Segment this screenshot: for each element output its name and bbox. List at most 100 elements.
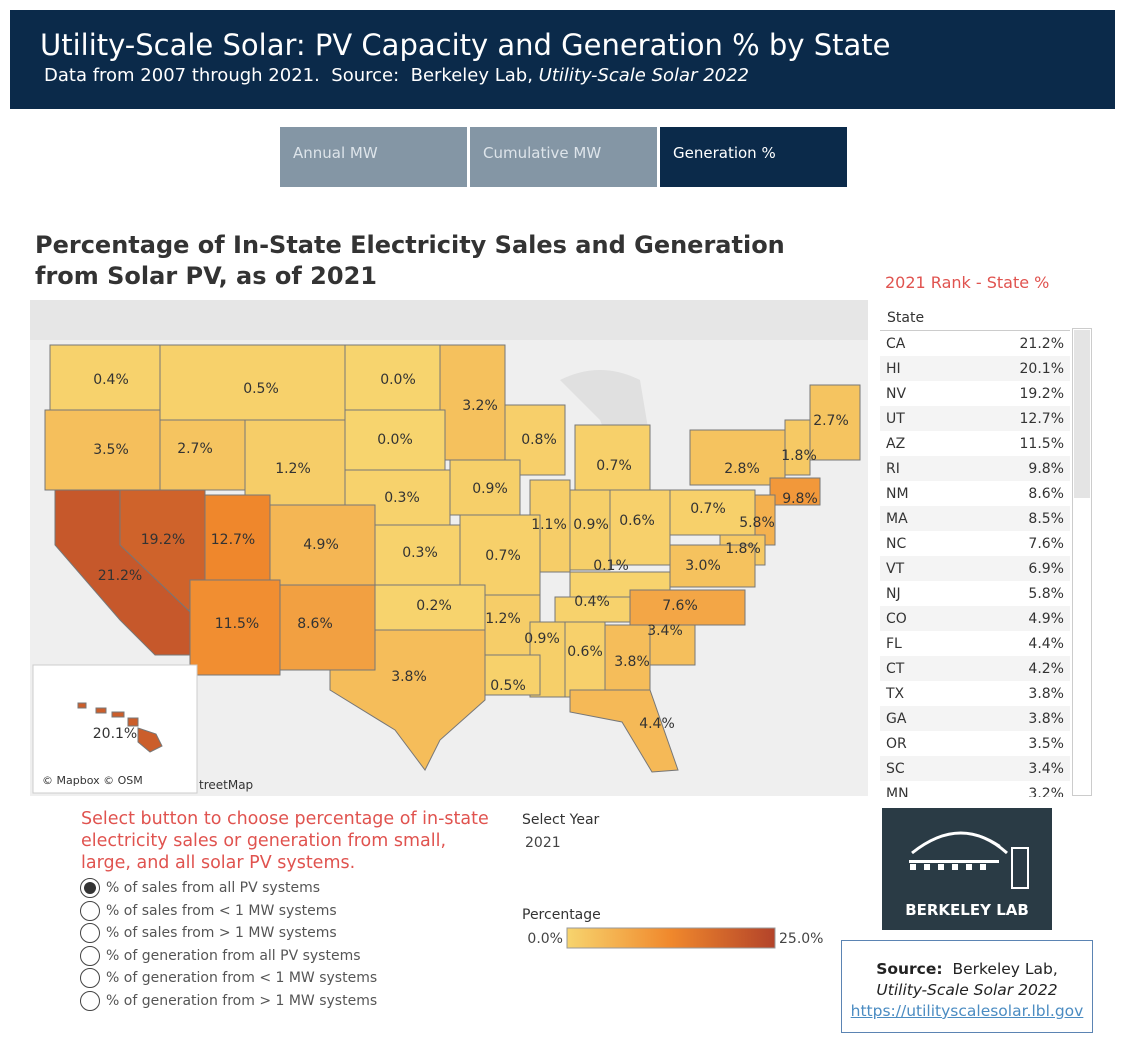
state-label: 1.1% (531, 517, 567, 533)
state-label: 3.4% (647, 623, 683, 639)
year-select[interactable]: 2021 (525, 835, 561, 851)
map-area: 0.4% 0.5% 0.0% 3.2% 0.8% 2.7% 3.5% 2.7% 0.0% 1.2%… (30, 300, 868, 796)
state-label: 9.8% (782, 491, 818, 507)
state-label: 11.5% (215, 616, 259, 632)
state-label: 0.9% (524, 631, 560, 647)
state-code: NV (886, 385, 907, 402)
state-label: 0.1% (593, 558, 629, 574)
state-code: OR (886, 735, 907, 752)
state-percent: 19.2% (1019, 385, 1064, 402)
state (504, 404, 566, 476)
state-label: 3.0% (685, 558, 721, 574)
state-percent: 6.9% (1028, 560, 1064, 577)
state-percent: 4.4% (1028, 635, 1064, 652)
state-label: 0.8% (521, 432, 557, 448)
state-label: 0.4% (574, 594, 610, 610)
attribution-clipped: treetMap (199, 778, 253, 792)
state-label: 0.3% (384, 490, 420, 506)
table-row: CA 21.2% (880, 331, 1070, 356)
scrollbar[interactable] (1072, 328, 1092, 796)
table-row: VT 6.9% (880, 556, 1070, 581)
state-code: CA (886, 335, 906, 352)
attribution: © Mapbox © OSM (42, 774, 143, 787)
radio-option[interactable]: % of generation from < 1 MW systems (80, 968, 377, 988)
radio-dot (84, 882, 96, 894)
state-percent: 3.2% (1028, 785, 1064, 798)
scroll-thumb[interactable] (1074, 330, 1090, 498)
radio-button[interactable] (80, 945, 100, 966)
state-label: 21.2% (98, 568, 142, 584)
state-percent: 12.7% (1019, 410, 1064, 427)
state-percent: 20.1% (1019, 360, 1064, 377)
table-row: AZ 11.5% (880, 431, 1070, 456)
state-label: 20.1% (93, 726, 137, 742)
state-label: 3.2% (462, 398, 498, 414)
tab[interactable]: Generation % (660, 127, 847, 187)
table-row: FL 4.4% (880, 631, 1070, 656)
option-label: % of sales from > 1 MW systems (106, 925, 337, 941)
subtitle-text: Data from 2007 through 2021. Source: Ber… (44, 65, 539, 86)
state-label: 0.3% (402, 545, 438, 561)
state-label: 1.8% (725, 541, 761, 557)
state-label: 4.9% (303, 537, 339, 553)
option-label: % of generation from > 1 MW systems (106, 992, 378, 1009)
state-percent: 7.6% (1028, 535, 1064, 552)
state-code: TX (886, 685, 905, 702)
logo: BERKELEY LAB (882, 808, 1052, 930)
state-code: HI (886, 360, 901, 377)
table-row: CT 4.2% (880, 656, 1070, 681)
radio-button[interactable] (80, 900, 100, 921)
table-row: SC 3.4% (880, 756, 1070, 781)
table-row: RI 9.8% (880, 456, 1070, 481)
tab[interactable]: Cumulative MW (470, 127, 657, 187)
state-code: SC (886, 760, 905, 777)
state-percent: 21.2% (1019, 335, 1064, 352)
state-percent: 4.2% (1028, 660, 1064, 677)
option-label: % of generation from all PV systems (106, 947, 361, 964)
source-box: Source: Berkeley Lab, Utility-Scale Sola… (841, 940, 1093, 1033)
radio-button[interactable] (80, 923, 100, 943)
radio-button[interactable] (80, 968, 100, 988)
state-label: 0.5% (243, 381, 279, 397)
state-code: MN (886, 785, 909, 798)
radio-button[interactable] (80, 990, 100, 1011)
tab[interactable]: Annual MW (280, 127, 467, 187)
table-row: MA 8.5% (880, 506, 1070, 531)
radio-option[interactable]: % of sales from > 1 MW systems (80, 923, 337, 943)
table-row: NC 7.6% (880, 531, 1070, 556)
state-percent: 8.5% (1028, 510, 1064, 527)
state-label: 4.4% (639, 716, 675, 732)
radio-option[interactable]: % of generation from > 1 MW systems (80, 990, 378, 1011)
legend-max: 25.0% (779, 931, 823, 947)
state-label: 2.8% (724, 461, 760, 477)
radio-option[interactable]: % of sales from all PV systems (80, 878, 320, 898)
option-label: % of sales from all PV systems (106, 880, 321, 896)
state (569, 689, 679, 773)
table-row: NJ 5.8% (880, 581, 1070, 606)
state (569, 489, 611, 571)
table-row: UT 12.7% (880, 406, 1070, 431)
legend-gradient (566, 927, 776, 949)
table-row: GA 3.8% (880, 706, 1070, 731)
table-header: State (887, 310, 925, 326)
state-label: 1.8% (781, 448, 817, 464)
state-label: 5.8% (739, 515, 775, 531)
table-row: CO 4.9% (880, 606, 1070, 631)
state-label: 12.7% (211, 532, 255, 548)
state-label: 1.2% (275, 461, 311, 477)
option-label: % of sales from < 1 MW systems (106, 902, 337, 919)
table-row: OR 3.5% (880, 731, 1070, 756)
state (484, 654, 541, 696)
table-row: TX 3.8% (880, 681, 1070, 706)
state-code: UT (886, 410, 905, 427)
radio-option[interactable]: % of generation from all PV systems (80, 945, 361, 966)
state-label: 3.5% (93, 442, 129, 458)
radio-button[interactable] (80, 878, 100, 898)
radio-option[interactable]: % of sales from < 1 MW systems (80, 900, 337, 921)
state-code: CO (886, 610, 907, 627)
source-link[interactable]: https://utilityscalesolar.lbl.gov (850, 1002, 1084, 1020)
state-code: NJ (886, 585, 901, 602)
state (754, 494, 776, 546)
state-label: 0.6% (619, 513, 655, 529)
